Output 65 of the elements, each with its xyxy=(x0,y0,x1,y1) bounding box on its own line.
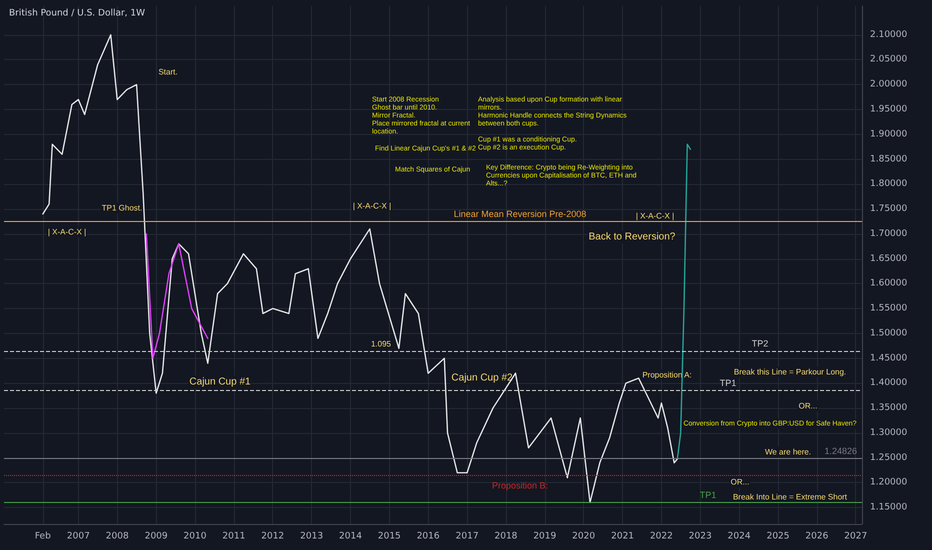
y-tick-label: 1.80000 xyxy=(870,179,908,190)
annotation: Start. xyxy=(158,68,178,76)
y-tick-label: 1.60000 xyxy=(870,278,908,289)
y-tick-label: 1.90000 xyxy=(870,129,908,140)
y-tick-label: 1.85000 xyxy=(870,154,908,164)
annotation: We are here. xyxy=(764,448,812,456)
y-tick-label: 1.20000 xyxy=(870,478,908,488)
y-tick-label: 1.95000 xyxy=(870,104,908,114)
x-tick-label: Feb xyxy=(34,532,52,542)
annotation: OR... xyxy=(730,478,750,486)
chart-title: British Pound / U.S. Dollar, 1W xyxy=(9,8,146,18)
annotation: Cajun Cup #2 xyxy=(451,372,514,384)
y-tick-label: 1.50000 xyxy=(870,328,908,338)
x-tick-label: 2020 xyxy=(572,532,596,542)
y-tick-label: 1.15000 xyxy=(870,502,908,513)
annotation: TP1 Ghost. xyxy=(102,204,142,212)
y-tick-label: 1.55000 xyxy=(870,304,908,314)
annotation: OR... xyxy=(798,402,818,410)
y-tick-label: 1.65000 xyxy=(870,254,908,264)
annotation: 1.095 xyxy=(370,340,392,348)
annotation: Cajun Cup #1 xyxy=(189,376,252,388)
y-tick-label: 1.45000 xyxy=(870,353,908,364)
x-tick-label: 2027 xyxy=(844,532,868,542)
x-tick-label: 2015 xyxy=(378,532,401,542)
y-tick-label: 1.40000 xyxy=(870,378,908,388)
ref-line-label: TP1 xyxy=(700,490,716,500)
x-tick-label: 2021 xyxy=(611,532,634,542)
ref-line-label: TP2 xyxy=(752,338,768,348)
x-tick-label: 2022 xyxy=(650,532,673,542)
x-tick-label: 2007 xyxy=(66,532,90,542)
x-tick-label: 2008 xyxy=(106,532,129,542)
x-tick-label: 2023 xyxy=(688,532,712,542)
y-tick-label: 2.05000 xyxy=(870,54,908,65)
ref-line-label: Linear Mean Reversion Pre-2008 xyxy=(454,208,586,219)
y-tick-label: 1.35000 xyxy=(870,403,908,414)
ref-line-label: 1.24826 xyxy=(824,446,857,456)
x-tick-label: 2019 xyxy=(533,532,557,542)
y-tick-label: 2.10000 xyxy=(870,30,908,40)
x-tick-label: 2018 xyxy=(494,532,518,542)
x-tick-label: 2012 xyxy=(261,532,284,542)
x-tick-label: 2010 xyxy=(184,532,207,542)
annotation: | X-A-C-X | xyxy=(636,212,674,220)
annotation: Proposition A: xyxy=(642,370,692,380)
x-tick-label: 2025 xyxy=(766,532,790,542)
x-tick-label: 2026 xyxy=(805,532,829,542)
y-tick-label: 1.75000 xyxy=(870,204,908,214)
annotation: Break Into Line = Extreme Short xyxy=(732,492,848,502)
annotation: Back to Reversion? xyxy=(588,232,676,242)
x-tick-label: 2011 xyxy=(222,532,246,542)
x-tick-label: 2014 xyxy=(339,532,362,542)
annotation: Break this Line = Parkour Long. xyxy=(734,368,846,376)
y-tick-label: 1.30000 xyxy=(870,428,908,438)
line-series xyxy=(146,233,208,359)
x-tick-label: 2016 xyxy=(416,532,440,542)
annotation: | X-A-C-X | xyxy=(352,202,392,210)
y-tick-label: 1.70000 xyxy=(870,228,908,239)
y-tick-label: 2.00000 xyxy=(870,80,908,90)
annotation: | X-A-C-X | xyxy=(48,228,86,236)
ref-line-label: Proposition B: xyxy=(492,480,548,491)
x-tick-label: 2013 xyxy=(300,532,324,542)
x-tick-label: 2024 xyxy=(728,532,751,542)
x-tick-label: 2009 xyxy=(144,532,168,542)
y-tick-label: 1.25000 xyxy=(870,452,908,463)
ref-line-label: TP1 xyxy=(720,378,736,388)
x-tick-label: 2017 xyxy=(456,532,479,542)
